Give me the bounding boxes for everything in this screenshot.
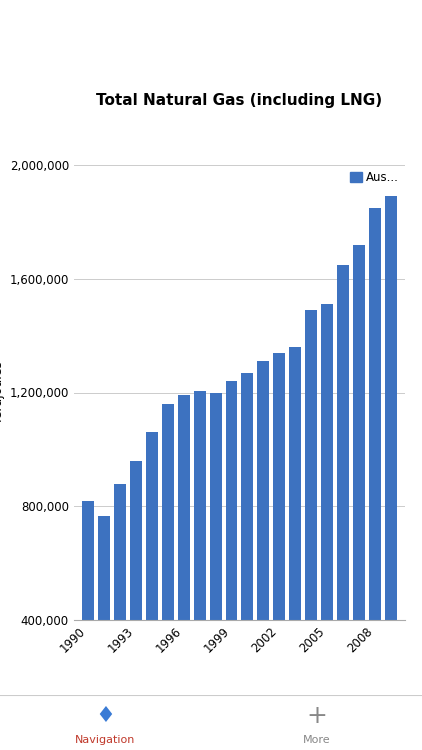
Text: ❮: ❮ bbox=[21, 16, 36, 34]
Bar bbox=[257, 362, 269, 734]
Y-axis label: Terajoules: Terajoules bbox=[0, 361, 5, 424]
Bar bbox=[194, 391, 206, 734]
Bar bbox=[385, 196, 397, 734]
Bar bbox=[369, 208, 381, 734]
Bar bbox=[305, 310, 317, 734]
Bar bbox=[241, 373, 254, 734]
Text: ♦: ♦ bbox=[95, 706, 116, 726]
Bar bbox=[178, 395, 190, 734]
Text: More: More bbox=[303, 735, 330, 745]
Text: Navigation: Navigation bbox=[75, 735, 136, 745]
Text: Back: Back bbox=[46, 17, 84, 32]
Bar bbox=[337, 265, 349, 734]
Bar bbox=[146, 432, 158, 734]
Bar bbox=[273, 352, 285, 734]
Bar bbox=[130, 460, 142, 734]
Legend: Aus...: Aus... bbox=[350, 171, 399, 184]
Text: +: + bbox=[306, 704, 327, 728]
Bar bbox=[82, 500, 94, 734]
Bar bbox=[114, 484, 126, 734]
Bar bbox=[225, 381, 238, 734]
Bar bbox=[353, 244, 365, 734]
Text: Natural Gas: Natural Gas bbox=[151, 16, 271, 34]
Bar bbox=[321, 304, 333, 734]
Bar bbox=[289, 347, 301, 734]
Bar bbox=[162, 404, 174, 734]
Bar bbox=[210, 392, 222, 734]
Text: Total Natural Gas (including LNG): Total Natural Gas (including LNG) bbox=[96, 92, 383, 107]
Bar bbox=[98, 516, 110, 734]
